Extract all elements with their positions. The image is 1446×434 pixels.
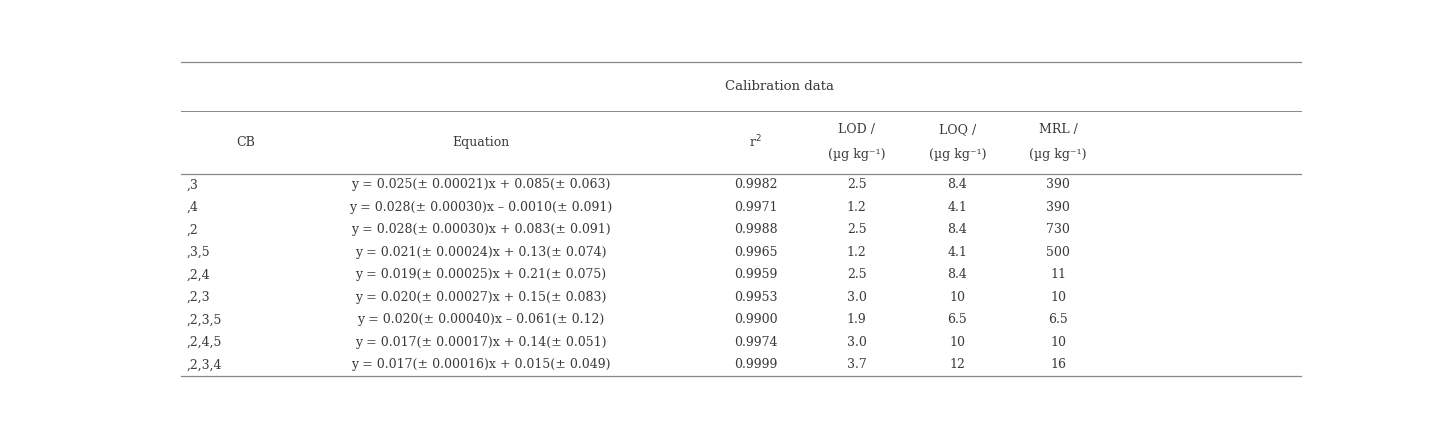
Text: y = 0.020(± 0.00040)x – 0.061(± 0.12): y = 0.020(± 0.00040)x – 0.061(± 0.12) — [357, 313, 604, 326]
Text: 0.9982: 0.9982 — [735, 178, 778, 191]
Text: 2.5: 2.5 — [847, 178, 866, 191]
Text: 11: 11 — [1050, 268, 1066, 281]
Text: 4.1: 4.1 — [947, 201, 967, 214]
Text: LOQ /: LOQ / — [938, 123, 976, 136]
Text: 0.9959: 0.9959 — [735, 268, 778, 281]
Text: 0.9974: 0.9974 — [735, 336, 778, 349]
Text: LOD /: LOD / — [839, 123, 875, 136]
Text: y = 0.028(± 0.00030)x + 0.083(± 0.091): y = 0.028(± 0.00030)x + 0.083(± 0.091) — [351, 224, 610, 237]
Text: 6.5: 6.5 — [947, 313, 967, 326]
Text: y = 0.019(± 0.00025)x + 0.21(± 0.075): y = 0.019(± 0.00025)x + 0.21(± 0.075) — [356, 268, 607, 281]
Text: 4.1: 4.1 — [947, 246, 967, 259]
Text: 3.0: 3.0 — [846, 291, 866, 304]
Text: ,3: ,3 — [187, 178, 198, 191]
Text: 730: 730 — [1047, 224, 1070, 237]
Text: ,2: ,2 — [187, 224, 198, 237]
Text: ,2,3,5: ,2,3,5 — [187, 313, 221, 326]
Text: (µg kg⁻¹): (µg kg⁻¹) — [1030, 148, 1087, 161]
Text: ,2,4,5: ,2,4,5 — [187, 336, 221, 349]
Text: 0.9953: 0.9953 — [735, 291, 778, 304]
Text: 2.5: 2.5 — [847, 224, 866, 237]
Text: ,2,4: ,2,4 — [187, 268, 210, 281]
Text: 8.4: 8.4 — [947, 178, 967, 191]
Text: y = 0.017(± 0.00017)x + 0.14(± 0.051): y = 0.017(± 0.00017)x + 0.14(± 0.051) — [356, 336, 607, 349]
Text: ,2,3,4: ,2,3,4 — [187, 358, 221, 372]
Text: 12: 12 — [950, 358, 966, 372]
Text: 1.2: 1.2 — [846, 246, 866, 259]
Text: y = 0.028(± 0.00030)x – 0.0010(± 0.091): y = 0.028(± 0.00030)x – 0.0010(± 0.091) — [350, 201, 613, 214]
Text: 0.9999: 0.9999 — [735, 358, 778, 372]
Text: y = 0.025(± 0.00021)x + 0.085(± 0.063): y = 0.025(± 0.00021)x + 0.085(± 0.063) — [351, 178, 610, 191]
Text: 500: 500 — [1047, 246, 1070, 259]
Text: 0.9900: 0.9900 — [733, 313, 778, 326]
Text: y = 0.020(± 0.00027)x + 0.15(± 0.083): y = 0.020(± 0.00027)x + 0.15(± 0.083) — [356, 291, 607, 304]
Text: 8.4: 8.4 — [947, 268, 967, 281]
Text: 2.5: 2.5 — [847, 268, 866, 281]
Text: 390: 390 — [1047, 178, 1070, 191]
Text: y = 0.021(± 0.00024)x + 0.13(± 0.074): y = 0.021(± 0.00024)x + 0.13(± 0.074) — [356, 246, 607, 259]
Text: 1.9: 1.9 — [846, 313, 866, 326]
Text: 390: 390 — [1047, 201, 1070, 214]
Text: MRL /: MRL / — [1038, 123, 1077, 136]
Text: ,3,5: ,3,5 — [187, 246, 210, 259]
Text: CB: CB — [236, 136, 254, 149]
Text: (µg kg⁻¹): (µg kg⁻¹) — [928, 148, 986, 161]
Text: ,4: ,4 — [187, 201, 198, 214]
Text: Calibration data: Calibration data — [724, 80, 834, 93]
Text: 3.0: 3.0 — [846, 336, 866, 349]
Text: 0.9965: 0.9965 — [735, 246, 778, 259]
Text: 6.5: 6.5 — [1048, 313, 1069, 326]
Text: 10: 10 — [950, 291, 966, 304]
Text: 10: 10 — [1050, 336, 1066, 349]
Text: 3.7: 3.7 — [846, 358, 866, 372]
Text: (µg kg⁻¹): (µg kg⁻¹) — [827, 148, 885, 161]
Text: y = 0.017(± 0.00016)x + 0.015(± 0.049): y = 0.017(± 0.00016)x + 0.015(± 0.049) — [351, 358, 610, 372]
Text: 16: 16 — [1050, 358, 1066, 372]
Text: 10: 10 — [950, 336, 966, 349]
Text: 0.9988: 0.9988 — [733, 224, 778, 237]
Text: 1.2: 1.2 — [846, 201, 866, 214]
Text: Equation: Equation — [453, 136, 509, 149]
Text: r$^2$: r$^2$ — [749, 134, 762, 151]
Text: 10: 10 — [1050, 291, 1066, 304]
Text: 0.9971: 0.9971 — [735, 201, 778, 214]
Text: ,2,3: ,2,3 — [187, 291, 210, 304]
Text: 8.4: 8.4 — [947, 224, 967, 237]
